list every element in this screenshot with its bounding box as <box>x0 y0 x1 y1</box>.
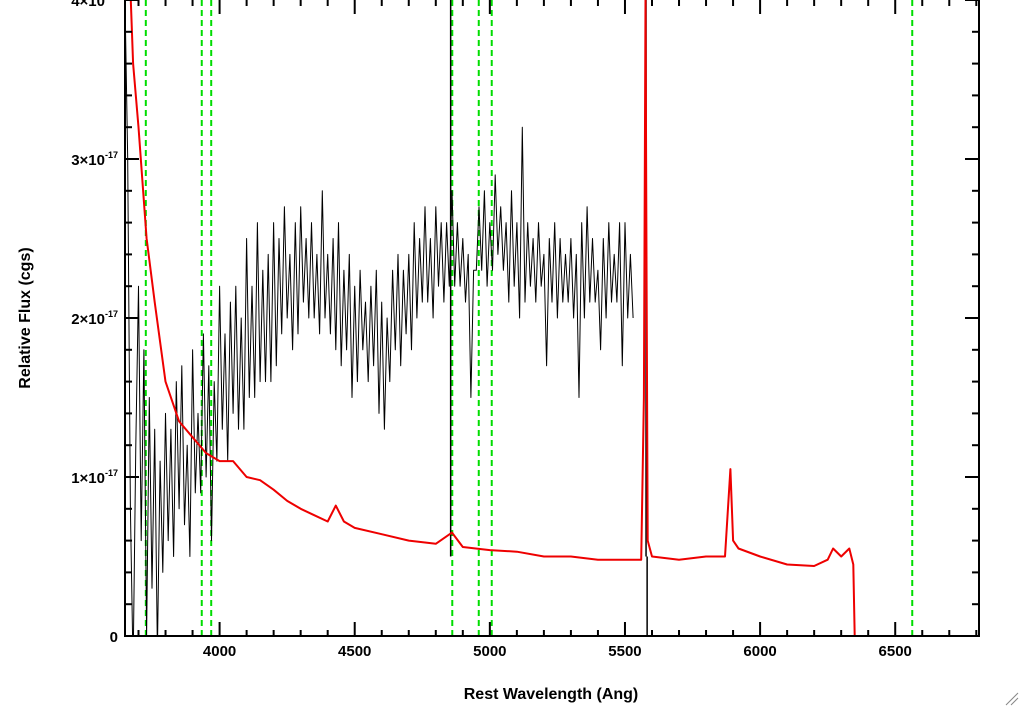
tick-labels: 4000 4500 5000 5500 6000 6500 0 1×10-17 2×10-17 3… <box>71 0 912 660</box>
spectrum-series <box>125 0 979 636</box>
x-axis-title: Rest Wavelength (Ang) <box>464 686 639 703</box>
y-tick-label-4: 4×10-17 <box>71 0 118 10</box>
y-tick-label-3: 3×10-17 <box>71 150 118 169</box>
x-tick-label-4: 6000 <box>743 643 776 660</box>
x-tick-label-1: 4500 <box>338 643 371 660</box>
series-line-0 <box>125 0 634 636</box>
x-tick-label-2: 5000 <box>473 643 506 660</box>
emission-line-markers <box>144 0 914 636</box>
axis-ticks <box>125 0 979 637</box>
y-tick-label-2: 2×10-17 <box>71 309 118 328</box>
y-tick-label-0: 0 <box>110 629 118 646</box>
y-axis-title: Relative Flux (cgs) <box>17 247 34 388</box>
x-tick-label-5: 6500 <box>879 643 912 660</box>
y-tick-label-1: 1×10-17 <box>71 468 118 487</box>
x-tick-label-0: 4000 <box>203 643 236 660</box>
x-tick-label-3: 5500 <box>608 643 641 660</box>
series-line-1 <box>129 0 979 636</box>
resize-grip-icon <box>1005 692 1019 706</box>
